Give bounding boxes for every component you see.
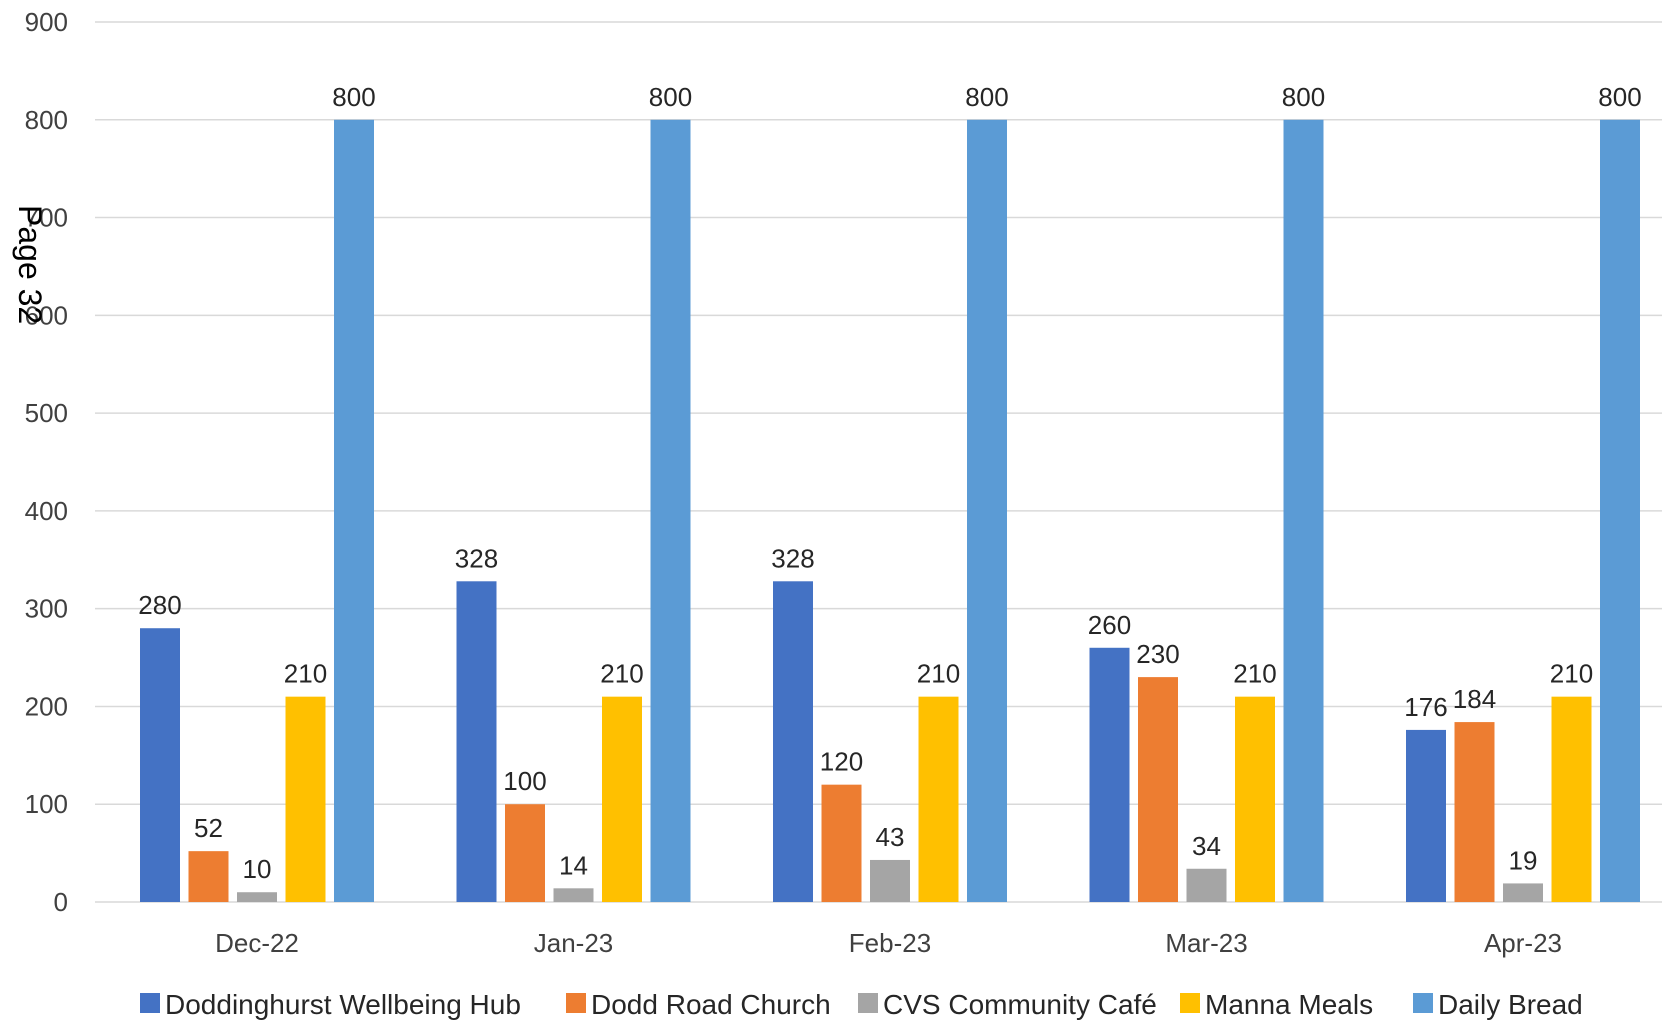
- y-tick-label: 0: [54, 887, 68, 917]
- data-label: 210: [1233, 659, 1276, 689]
- bar: [505, 804, 545, 902]
- bar: [1454, 722, 1495, 902]
- bar: [456, 581, 497, 902]
- y-tick-label: 200: [25, 691, 68, 721]
- bar: [1551, 696, 1592, 902]
- x-category-label: Feb-23: [849, 928, 931, 958]
- bar: [1138, 677, 1178, 902]
- x-category-label: Jan-23: [534, 928, 614, 958]
- bar: [285, 696, 326, 902]
- y-tick-label: 900: [25, 7, 68, 37]
- data-label: 328: [455, 543, 498, 573]
- bars: [140, 119, 1640, 903]
- data-label: 184: [1453, 684, 1496, 714]
- legend-swatch: [858, 993, 878, 1013]
- bar: [188, 851, 229, 902]
- data-label: 260: [1088, 610, 1131, 640]
- y-tick-label: 700: [25, 203, 68, 233]
- data-label: 14: [559, 850, 588, 880]
- data-label: 210: [917, 659, 960, 689]
- bar: [237, 892, 277, 902]
- bar: [650, 119, 691, 903]
- legend-label: Manna Meals: [1205, 989, 1373, 1020]
- bar: [1406, 729, 1446, 902]
- bar: [1503, 883, 1543, 902]
- y-tick-label: 400: [25, 496, 68, 526]
- bar: [1600, 119, 1640, 903]
- legend-label: Dodd Road Church: [591, 989, 831, 1020]
- legend-label: Doddinghurst Wellbeing Hub: [165, 989, 521, 1020]
- data-label: 120: [820, 747, 863, 777]
- data-label: 800: [1282, 82, 1325, 112]
- data-label: 210: [600, 659, 643, 689]
- legend-swatch: [1413, 993, 1433, 1013]
- bar: [602, 696, 642, 902]
- x-category-label: Dec-22: [215, 928, 299, 958]
- data-label: 34: [1192, 831, 1221, 861]
- bar: [334, 119, 374, 903]
- data-label: 280: [138, 590, 181, 620]
- legend: Doddinghurst Wellbeing Hub Dodd Road Chur…: [140, 989, 1583, 1020]
- y-tick-label: 100: [25, 789, 68, 819]
- data-label: 100: [503, 766, 546, 796]
- data-label: 210: [284, 659, 327, 689]
- data-label: 52: [194, 813, 223, 843]
- data-label: 800: [965, 82, 1008, 112]
- data-label: 43: [876, 822, 905, 852]
- data-label: 328: [771, 543, 814, 573]
- y-axis-tick-labels: 0 100 200 300 400 500 600 700 800 900: [25, 7, 68, 917]
- bar: [1186, 868, 1227, 902]
- data-label: 19: [1509, 845, 1538, 875]
- bar: [553, 888, 594, 902]
- x-category-label: Mar-23: [1165, 928, 1247, 958]
- bar: [773, 581, 813, 902]
- legend-swatch: [140, 993, 160, 1013]
- data-label: 230: [1136, 639, 1179, 669]
- legend-label: CVS Community Café: [883, 989, 1157, 1020]
- bar: [1283, 119, 1324, 903]
- bar: [821, 784, 862, 902]
- bar: [870, 859, 910, 902]
- data-labels: 280 52 10 210 800 328 100 14 210 800 328 120 43 210 80…: [138, 82, 1641, 884]
- legend-label: Daily Bread: [1438, 989, 1583, 1020]
- data-label: 800: [1598, 82, 1641, 112]
- data-label: 800: [332, 82, 375, 112]
- bar: [1235, 696, 1275, 902]
- legend-swatch: [1180, 993, 1200, 1013]
- x-category-label: Apr-23: [1484, 928, 1562, 958]
- data-label: 800: [649, 82, 692, 112]
- page-number-stamp: Page 32: [12, 205, 48, 325]
- bar: [967, 119, 1007, 903]
- x-axis-category-labels: Dec-22 Jan-23 Feb-23 Mar-23 Apr-23: [215, 928, 1562, 958]
- data-label: 10: [243, 854, 272, 884]
- bar: [140, 628, 180, 902]
- bar: [1089, 647, 1130, 902]
- data-label: 176: [1404, 692, 1447, 722]
- y-tick-label: 600: [25, 300, 68, 330]
- bar: [918, 696, 959, 902]
- y-tick-label: 500: [25, 398, 68, 428]
- y-tick-label: 300: [25, 594, 68, 624]
- y-tick-label: 800: [25, 105, 68, 135]
- data-label: 210: [1550, 659, 1593, 689]
- legend-swatch: [566, 993, 586, 1013]
